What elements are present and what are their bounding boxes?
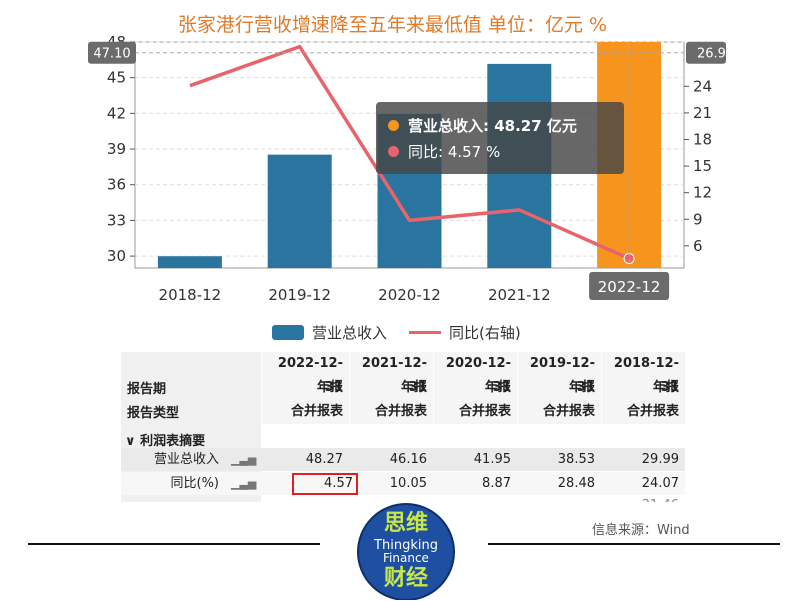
table-cell: 46.16 <box>389 452 427 467</box>
logo-middle2: Finance <box>383 551 429 565</box>
column-header: 2018-12-31 年报合并报表 <box>601 352 685 424</box>
table-cell: 48.27 <box>305 452 343 467</box>
x-tick-label: 2018-12 <box>159 286 222 304</box>
column-header-date: 2022-12-31 <box>277 356 343 395</box>
column-header-kind: 年报 <box>568 380 595 395</box>
left-tick-label: 36 <box>107 176 126 194</box>
divider-left <box>28 543 320 545</box>
x-tick-label: 2019-12 <box>268 286 331 304</box>
table-cell: 38.53 <box>557 452 595 467</box>
column-header-kind: 年报 <box>652 380 679 395</box>
legend-bar-swatch <box>272 325 304 340</box>
column-header: 2020-12-31 年报合并报表 <box>433 352 517 424</box>
legend-line-label[interactable]: 同比(右轴) <box>449 324 521 342</box>
left-tick-label: 33 <box>107 211 126 229</box>
column-header-date: 2019-12-31 <box>529 356 595 395</box>
right-tick-label: 12 <box>693 184 712 202</box>
right-tick-label: 6 <box>693 237 703 255</box>
table-cell: 10.05 <box>389 476 427 491</box>
x-tick-label: 2021-12 <box>488 286 551 304</box>
column-header-type: 合并报表 <box>458 404 511 419</box>
column-header-kind: 年报 <box>484 380 511 395</box>
chart-title: 张家港行营收增速降至五年来最低值 单位：亿元 % <box>177 14 608 36</box>
right-pointer-badge <box>686 41 726 64</box>
section-profit-summary[interactable]: ∨ 利润表摘要 <box>125 434 206 449</box>
column-header-type: 合并报表 <box>374 404 427 419</box>
table-cell: 29.99 <box>641 452 679 467</box>
logo-top: 思维 <box>384 510 428 536</box>
divider-right <box>488 543 780 545</box>
left-tick-label: 45 <box>107 69 126 87</box>
growth-dot-icon <box>388 145 399 157</box>
x-pointer-label: 2022-12 <box>598 278 661 296</box>
thinking-finance-logo: 思维 Thingking Finance 财经 <box>357 503 455 600</box>
chart-tooltip: 营业总收入: 48.27 亿元 同比: 4.57 % <box>376 102 624 174</box>
right-tick-label: 21 <box>693 104 712 122</box>
column-header-type: 合并报表 <box>542 404 595 419</box>
x-pointer-badge <box>589 272 670 300</box>
left-tick-label: 39 <box>107 140 126 158</box>
right-tick-label: 15 <box>693 157 712 175</box>
column-header-type: 合并报表 <box>290 404 343 419</box>
financial-table: 报告期 报告类型 ∨ 利润表摘要 2022-12-31 年报 合并报表 2021-12… <box>121 352 685 502</box>
column-header-type: 合并报表 <box>626 404 679 419</box>
right-tick-label: 18 <box>693 130 712 148</box>
tooltip-revenue: 营业总收入: 48.27 亿元 <box>408 116 577 135</box>
chart-legend[interactable]: 营业总收入 同比(右轴) <box>272 322 521 343</box>
column-header: 2022-12-31 年报合并报表 <box>261 352 349 424</box>
column-header-kind: 年报 <box>316 380 343 395</box>
table-row-band <box>121 472 685 495</box>
highlighted-cell: 4.57 <box>291 472 359 496</box>
table-row-label: 同比(%) <box>170 476 220 491</box>
column-header: 2021-12-31 年报合并报表 <box>349 352 433 424</box>
legend-line-swatch <box>409 331 442 334</box>
table-cell: 24.07 <box>641 476 679 491</box>
left-pointer-label: 47.10 <box>93 47 130 62</box>
table-cell: 8.87 <box>482 476 511 491</box>
source-text: 信息来源：Wind <box>592 523 690 538</box>
bar-2018-12 <box>157 256 222 268</box>
mini-chart-icon[interactable]: ▁▃▅ <box>231 477 257 490</box>
logo-middle1: Thingking <box>373 538 438 553</box>
table-row-band <box>121 448 685 471</box>
growth-line <box>189 44 630 261</box>
partial-row-value: 31.46 <box>601 494 685 502</box>
header-period-label: 报告期 <box>127 382 167 397</box>
logo-bottom: 财经 <box>384 565 428 591</box>
legend-bar-label[interactable]: 营业总收入 <box>312 324 388 342</box>
chart: 303336394245486912151821242018-122019-12… <box>88 33 726 304</box>
right-pointer-label: 26.9 <box>697 47 726 62</box>
left-pointer-badge <box>88 41 136 64</box>
mini-chart-icon[interactable]: ▁▃▅ <box>231 453 257 466</box>
bar-2019-12 <box>267 154 332 268</box>
column-header-kind: 年报 <box>400 380 427 395</box>
revenue-dot-icon <box>388 119 399 131</box>
column-header-date: 2018-12-31 <box>613 356 679 395</box>
right-tick-label: 9 <box>693 210 703 228</box>
left-tick-label: 42 <box>107 104 126 122</box>
tooltip-growth: 同比: 4.57 % <box>408 142 501 161</box>
table-cell: 41.95 <box>473 452 511 467</box>
table-cell: 28.48 <box>557 476 595 491</box>
table-row-label: 营业总收入 <box>153 452 219 467</box>
header-type-label: 报告类型 <box>127 406 180 421</box>
x-tick-label: 2020-12 <box>378 286 441 304</box>
column-header-date: 2020-12-31 <box>445 356 511 395</box>
column-header-date: 2021-12-31 <box>361 356 427 395</box>
right-tick-label: 24 <box>693 77 712 95</box>
column-header: 2019-12-31 年报合并报表 <box>517 352 601 424</box>
left-tick-label: 30 <box>107 247 126 265</box>
